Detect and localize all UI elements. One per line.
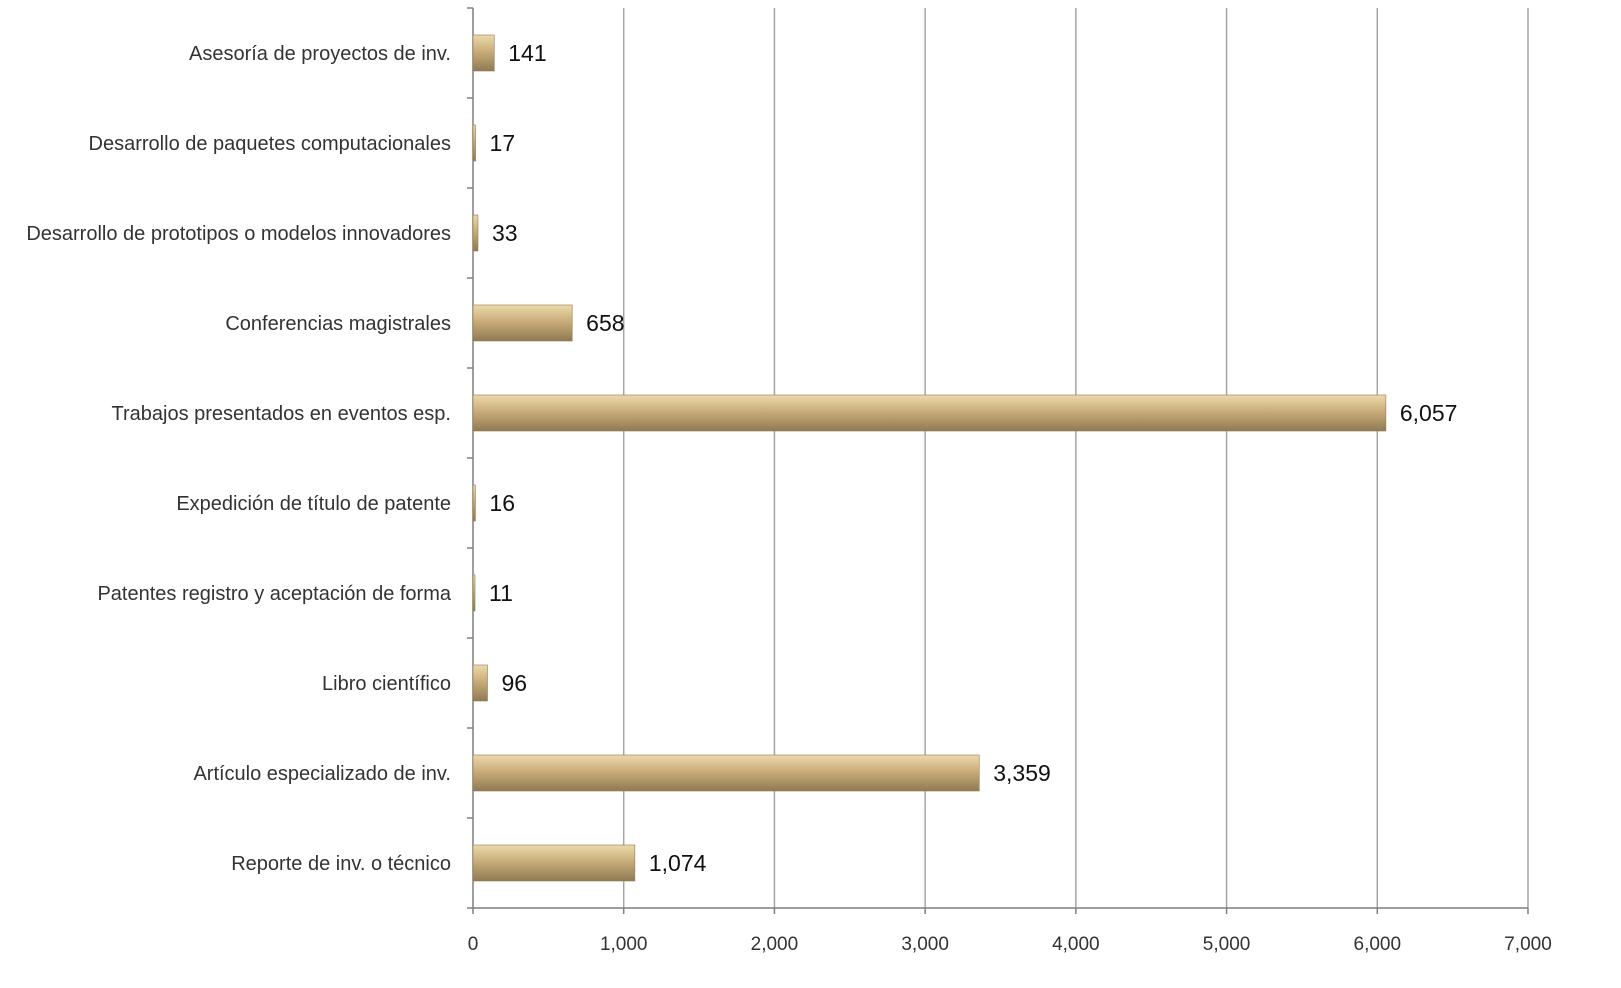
category-label: Asesoría de proyectos de inv. [189, 43, 451, 65]
category-label: Desarrollo de paquetes computacionales [89, 133, 451, 155]
bar [472, 124, 476, 162]
label-layer: 0 1,000 2,000 3,000 4,000 5,000 6,000 7,000 Ases… [26, 40, 1551, 955]
data-label: 141 [508, 40, 546, 66]
bar [472, 394, 1387, 432]
data-label: 17 [490, 130, 516, 156]
category-label: Libro científico [322, 673, 451, 695]
x-tick-label: 1,000 [600, 934, 648, 955]
bar [472, 754, 980, 792]
category-label: Expedición de título de patente [176, 493, 451, 515]
grid-layer [622, 8, 1529, 908]
bar [472, 844, 636, 882]
x-tick-label: 0 [468, 934, 479, 955]
data-label: 33 [492, 220, 518, 246]
bar [472, 304, 573, 342]
data-label: 16 [489, 490, 515, 516]
category-label: Conferencias magistrales [225, 313, 451, 335]
data-label: 6,057 [1400, 400, 1458, 426]
category-label: Patentes registro y aceptación de forma [97, 583, 451, 605]
x-tick-label: 5,000 [1203, 934, 1251, 955]
data-label: 11 [489, 580, 513, 606]
x-tick-label: 4,000 [1052, 934, 1100, 955]
bar [472, 484, 476, 522]
x-tick-label: 6,000 [1354, 934, 1402, 955]
bar [472, 574, 476, 612]
bar [472, 214, 479, 252]
data-label: 96 [501, 670, 527, 696]
bar [472, 664, 488, 702]
x-tick-label: 3,000 [901, 934, 949, 955]
bar-layer [472, 34, 1387, 882]
category-label: Reporte de inv. o técnico [231, 853, 451, 875]
data-label: 3,359 [993, 760, 1051, 786]
category-label: Artículo especializado de inv. [193, 763, 451, 785]
x-tick-label: 2,000 [751, 934, 799, 955]
data-label: 1,074 [649, 850, 707, 876]
category-label: Desarrollo de prototipos o modelos innov… [26, 223, 451, 245]
x-tick-label: 7,000 [1504, 934, 1552, 955]
category-label: Trabajos presentados en eventos esp. [112, 403, 451, 425]
bar [472, 34, 495, 72]
data-label: 658 [586, 310, 624, 336]
